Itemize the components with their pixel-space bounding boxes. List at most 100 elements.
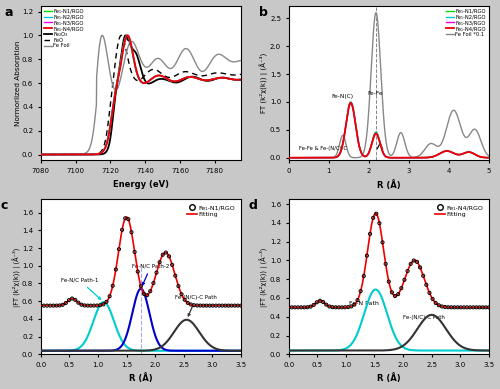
X-axis label: R (Å): R (Å) bbox=[129, 373, 152, 384]
Point bbox=[332, 304, 340, 310]
Point bbox=[152, 270, 160, 276]
Point bbox=[410, 258, 418, 264]
Point bbox=[159, 252, 167, 258]
Point bbox=[93, 302, 101, 308]
Point bbox=[80, 302, 88, 308]
Text: a: a bbox=[4, 5, 13, 19]
Point bbox=[354, 297, 362, 303]
Point bbox=[50, 303, 58, 309]
Point bbox=[206, 303, 214, 309]
Point bbox=[65, 297, 73, 303]
Point bbox=[485, 304, 493, 310]
Point bbox=[435, 302, 443, 308]
Text: Fe-Fe & Fe-(N/C)-C: Fe-Fe & Fe-(N/C)-C bbox=[298, 146, 347, 151]
Point bbox=[319, 299, 327, 305]
Point bbox=[100, 301, 108, 307]
Point bbox=[306, 303, 314, 310]
Point bbox=[156, 259, 164, 265]
Point bbox=[128, 229, 136, 235]
Point bbox=[115, 246, 123, 252]
Point bbox=[168, 262, 176, 268]
Point bbox=[74, 300, 82, 306]
Point bbox=[482, 304, 490, 310]
Point bbox=[87, 303, 95, 309]
Point bbox=[222, 303, 230, 309]
Point bbox=[58, 302, 66, 308]
Y-axis label: |FT (k²χ(k)) | (Å⁻³): |FT (k²χ(k)) | (Å⁻³) bbox=[260, 247, 268, 307]
Point bbox=[328, 304, 336, 310]
Point bbox=[106, 293, 114, 300]
Point bbox=[350, 301, 358, 308]
Point bbox=[338, 304, 346, 310]
Point bbox=[313, 299, 321, 305]
Point bbox=[369, 215, 377, 221]
Text: Fe-N Path: Fe-N Path bbox=[349, 301, 378, 307]
Text: Fe-N/C Path-1: Fe-N/C Path-1 bbox=[61, 278, 100, 299]
Text: c: c bbox=[0, 199, 8, 212]
Point bbox=[162, 249, 170, 256]
Point bbox=[404, 268, 411, 274]
Point bbox=[228, 303, 235, 309]
Point bbox=[84, 303, 92, 309]
Point bbox=[344, 304, 352, 310]
Point bbox=[46, 303, 54, 309]
Point bbox=[218, 303, 226, 309]
Point bbox=[130, 249, 138, 255]
Point bbox=[224, 303, 232, 309]
Legend: Fe₁-N1/RGO, Fe₁-N2/RGO, Fe₁-N3/RGO, Fe₁-N4/RGO, Fe₂O₃, FeO, Fe Foil: Fe₁-N1/RGO, Fe₁-N2/RGO, Fe₁-N3/RGO, Fe₁-… bbox=[44, 8, 84, 49]
Point bbox=[108, 283, 116, 289]
Text: Fe-N/C Path-2: Fe-N/C Path-2 bbox=[132, 263, 170, 285]
Point bbox=[378, 239, 386, 245]
Point bbox=[416, 264, 424, 270]
Point bbox=[165, 253, 173, 259]
Point bbox=[466, 304, 474, 310]
Point bbox=[460, 304, 468, 310]
Point bbox=[43, 303, 51, 309]
Point bbox=[90, 303, 98, 309]
Point bbox=[37, 303, 45, 309]
Point bbox=[200, 303, 207, 309]
Point bbox=[284, 304, 292, 310]
Point bbox=[118, 227, 126, 233]
Point bbox=[406, 261, 414, 267]
Point bbox=[237, 303, 245, 309]
Legend: Fe₁-N1/RGO, Fe₁-N2/RGO, Fe₁-N3/RGO, Fe₁-N4/RGO, Fe Foil *0.1: Fe₁-N1/RGO, Fe₁-N2/RGO, Fe₁-N3/RGO, Fe₁-… bbox=[445, 8, 486, 37]
Point bbox=[438, 303, 446, 310]
Text: Fe-(N/C)-C Path: Fe-(N/C)-C Path bbox=[403, 315, 445, 320]
Point bbox=[360, 273, 368, 279]
Point bbox=[366, 231, 374, 237]
Point bbox=[300, 304, 308, 310]
Point bbox=[376, 220, 384, 226]
Point bbox=[472, 304, 480, 310]
Point bbox=[196, 303, 204, 309]
Point bbox=[304, 304, 312, 310]
Point bbox=[209, 303, 217, 309]
Point bbox=[297, 304, 305, 310]
Point bbox=[187, 301, 195, 308]
Point bbox=[441, 304, 449, 310]
Point bbox=[178, 291, 186, 297]
Point bbox=[469, 304, 477, 310]
Y-axis label: |FT (k²χ(k)) | (Å⁻³): |FT (k²χ(k)) | (Å⁻³) bbox=[12, 247, 20, 307]
Point bbox=[234, 303, 242, 309]
Point bbox=[348, 303, 356, 310]
Point bbox=[372, 210, 380, 217]
Point bbox=[294, 304, 302, 310]
Text: Fe-N(C): Fe-N(C) bbox=[332, 93, 354, 98]
Point bbox=[193, 302, 201, 308]
Point bbox=[385, 279, 393, 285]
Point bbox=[400, 277, 408, 283]
Point bbox=[428, 296, 436, 302]
Point bbox=[334, 304, 342, 310]
X-axis label: R (Å): R (Å) bbox=[377, 180, 400, 190]
Point bbox=[174, 283, 182, 289]
Point bbox=[310, 302, 318, 308]
Point bbox=[102, 299, 110, 305]
Point bbox=[363, 252, 371, 259]
Legend: Fe₁-N1/RGO, Fitting: Fe₁-N1/RGO, Fitting bbox=[185, 203, 238, 219]
Point bbox=[391, 293, 399, 299]
Text: Fe-(N/C)-C Path: Fe-(N/C)-C Path bbox=[175, 295, 217, 316]
Point bbox=[426, 290, 434, 296]
Point bbox=[71, 297, 79, 303]
Point bbox=[190, 302, 198, 308]
